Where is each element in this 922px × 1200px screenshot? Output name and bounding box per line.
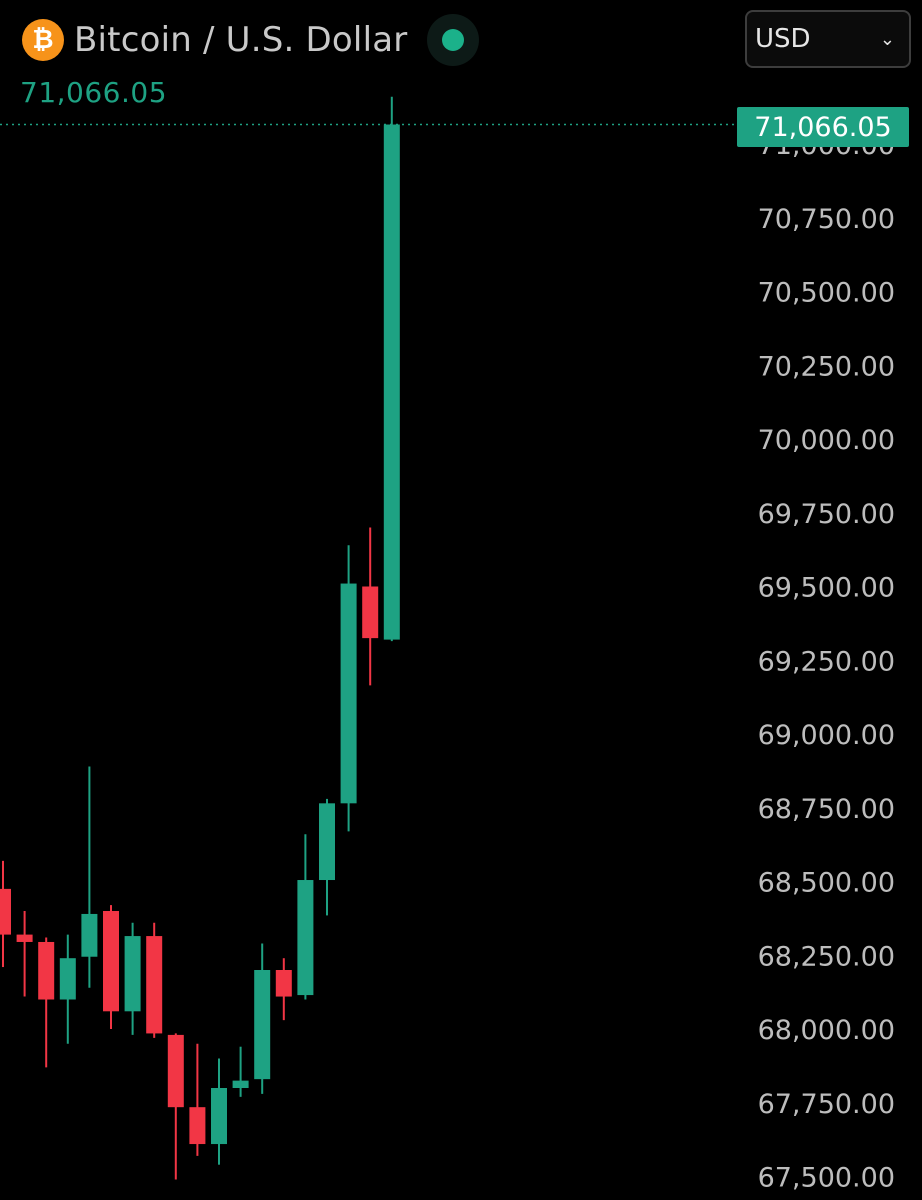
candle-body [103, 911, 119, 1012]
y-tick-label: 67,750.00 [758, 1089, 895, 1120]
bitcoin-icon: ₿ [22, 19, 64, 61]
candle-body [362, 586, 379, 639]
candle-body [124, 936, 141, 1012]
candle-body [275, 970, 292, 997]
candle [59, 934, 76, 1044]
candle-body [167, 1034, 184, 1108]
candle-body [319, 803, 335, 881]
y-tick-label: 70,000.00 [758, 425, 895, 456]
candle [103, 905, 119, 1029]
candle [81, 766, 98, 988]
symbol-title[interactable]: Bitcoin / U.S. Dollar [74, 20, 408, 60]
candle [319, 798, 335, 916]
market-open-dot-icon [442, 29, 465, 51]
candle [232, 1046, 249, 1097]
candle-body [383, 124, 400, 640]
chevron-down-icon: ⌄ [879, 28, 895, 50]
y-tick-label: 68,250.00 [758, 941, 895, 972]
chart-header: ₿ Bitcoin / U.S. Dollar [22, 14, 480, 66]
candle-body [254, 970, 271, 1080]
candle [383, 96, 400, 642]
currency-select[interactable]: USD ⌄ [745, 10, 911, 68]
y-tick-label: 67,500.00 [758, 1163, 895, 1194]
candle [254, 943, 271, 1094]
candle-body [38, 941, 55, 1000]
y-tick-label: 70,250.00 [758, 351, 895, 382]
candle [146, 922, 163, 1038]
y-tick-label: 69,500.00 [758, 573, 895, 604]
y-axis: 71,000.0070,750.0070,500.0070,250.0070,0… [758, 130, 895, 1194]
candle-body [59, 958, 76, 1000]
y-tick-label: 69,000.00 [758, 720, 895, 751]
currency-select-value: USD [755, 24, 811, 54]
candle [124, 922, 141, 1035]
candle-body [16, 934, 33, 942]
last-price: 71,066.05 [20, 76, 168, 109]
candle-body [0, 888, 11, 935]
candle-body [81, 913, 98, 957]
candle-body [297, 880, 314, 996]
y-tick-label: 70,500.00 [758, 278, 895, 309]
y-tick-label: 68,000.00 [758, 1015, 895, 1046]
candle [167, 1033, 184, 1180]
candle [189, 1043, 206, 1156]
candle-body [232, 1080, 249, 1088]
candle [16, 911, 33, 997]
current-price-badge: 71,066.05 [737, 107, 909, 147]
candle-body [146, 936, 163, 1034]
candle-body [189, 1107, 206, 1145]
candle-body [211, 1088, 227, 1145]
candle [211, 1058, 227, 1165]
candle [297, 834, 314, 1000]
y-tick-label: 68,750.00 [758, 794, 895, 825]
candle [38, 937, 55, 1068]
y-tick-label: 69,750.00 [758, 499, 895, 530]
candle [340, 545, 357, 832]
y-tick-label: 70,750.00 [758, 204, 895, 235]
candle [0, 860, 11, 968]
candle [275, 958, 292, 1021]
market-status [427, 14, 480, 66]
y-tick-label: 69,250.00 [758, 646, 895, 677]
candle-body [340, 583, 357, 804]
y-tick-label: 68,500.00 [758, 868, 895, 899]
candle [362, 527, 379, 686]
candles [0, 96, 400, 1180]
